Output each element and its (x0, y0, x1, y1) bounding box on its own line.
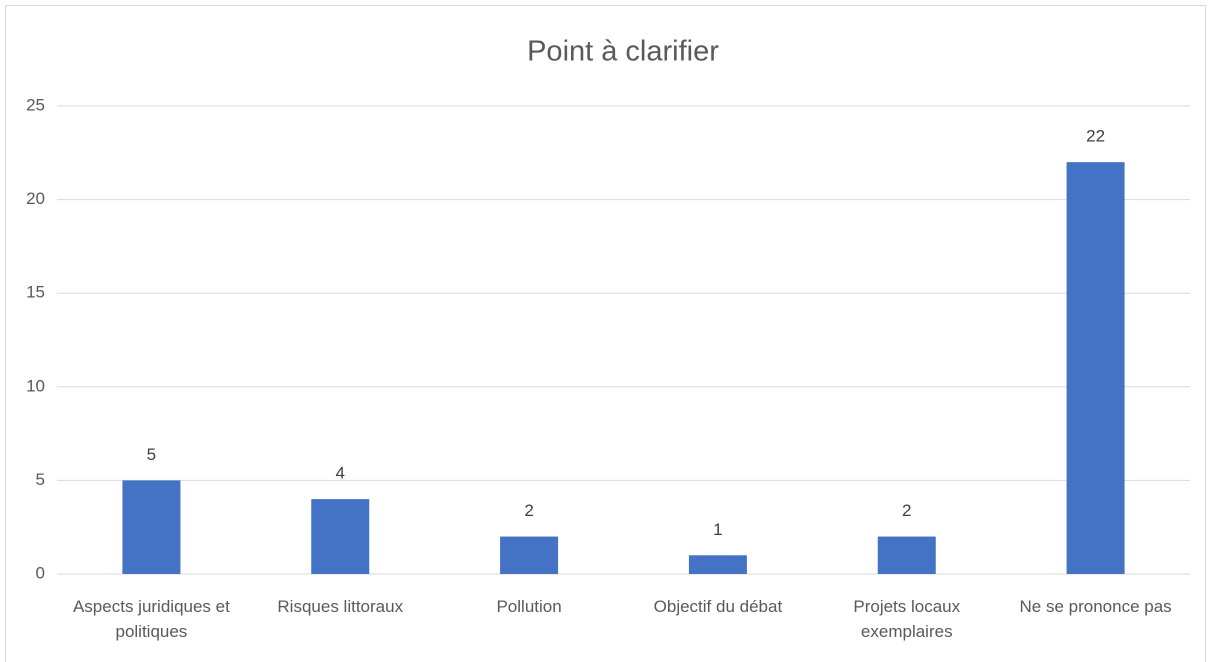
chart-border (5, 5, 1206, 662)
x-tick-label: Risques littoraux (277, 597, 404, 616)
bar (122, 480, 181, 574)
y-tick-label: 25 (26, 95, 45, 114)
x-tick-label: Aspects juridiques et politiques (72, 597, 230, 641)
x-tick-label: Objectif du débat (653, 597, 783, 616)
data-label: 4 (336, 464, 345, 483)
y-tick-label: 10 (26, 376, 45, 395)
data-label: 2 (902, 501, 911, 520)
chart-title: Point à clarifier (527, 36, 719, 68)
data-label: 5 (147, 445, 156, 464)
data-label: 1 (713, 520, 722, 539)
x-tick-label: Ne se prononce pas (1019, 597, 1172, 616)
bar (311, 499, 370, 574)
bar (688, 555, 747, 574)
data-label: 22 (1086, 127, 1105, 146)
x-tick-label: Pollution (496, 597, 562, 616)
bar (1066, 162, 1125, 574)
bar (500, 536, 559, 574)
y-tick-label: 20 (26, 189, 45, 208)
bar (877, 536, 936, 574)
y-tick-label: 5 (36, 470, 45, 489)
x-tick-label: Projets locaux exemplaires (853, 597, 961, 641)
y-tick-label: 15 (26, 283, 45, 302)
data-label: 2 (524, 501, 533, 520)
y-tick-label: 0 (36, 563, 45, 582)
